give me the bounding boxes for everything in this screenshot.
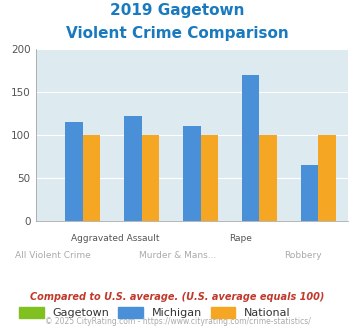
Text: Compared to U.S. average. (U.S. average equals 100): Compared to U.S. average. (U.S. average …	[30, 292, 325, 302]
Text: Murder & Mans...: Murder & Mans...	[139, 251, 216, 260]
Text: Violent Crime Comparison: Violent Crime Comparison	[66, 26, 289, 41]
Bar	[65, 122, 83, 221]
Bar	[142, 135, 159, 221]
Bar	[260, 135, 277, 221]
Bar	[318, 135, 336, 221]
Bar	[83, 135, 100, 221]
Bar	[124, 116, 142, 221]
Text: Aggravated Assault: Aggravated Assault	[71, 234, 159, 243]
Bar	[201, 135, 218, 221]
Text: © 2025 CityRating.com - https://www.cityrating.com/crime-statistics/: © 2025 CityRating.com - https://www.city…	[45, 317, 310, 326]
Bar	[301, 165, 318, 221]
Text: Rape: Rape	[229, 234, 252, 243]
Bar	[183, 126, 201, 221]
Legend: Gagetown, Michigan, National: Gagetown, Michigan, National	[19, 307, 291, 318]
Bar	[242, 75, 260, 221]
Text: Robbery: Robbery	[284, 251, 321, 260]
Text: All Violent Crime: All Violent Crime	[15, 251, 91, 260]
Text: 2019 Gagetown: 2019 Gagetown	[110, 3, 245, 18]
